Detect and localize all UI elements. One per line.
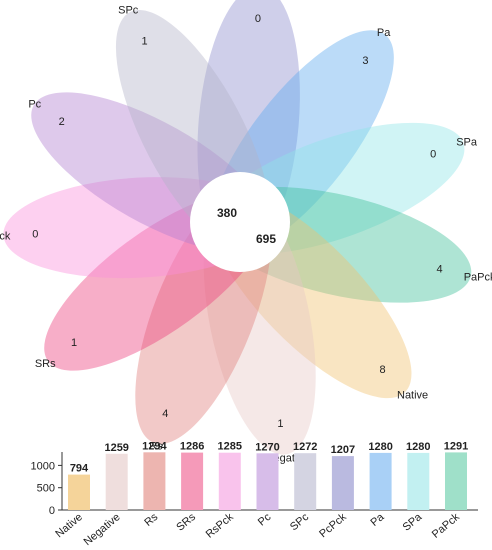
bar-value-pc: 1270 bbox=[255, 441, 279, 453]
bar-value-spa: 1280 bbox=[406, 441, 430, 453]
bar-value-pcpck: 1207 bbox=[331, 444, 355, 456]
bar-value-srs: 1286 bbox=[180, 441, 204, 453]
petal-unique-count-rs: 4 bbox=[162, 408, 168, 420]
core-all-shared-count: 380 bbox=[217, 206, 237, 220]
bar-category-rspck: RsPck bbox=[204, 511, 236, 541]
bar-pa bbox=[369, 452, 392, 510]
bar-value-negative: 1259 bbox=[104, 442, 128, 454]
bar-category-pcpck: PcPck bbox=[317, 511, 349, 541]
bar-spc bbox=[294, 453, 317, 510]
petal-unique-count-native: 8 bbox=[380, 364, 386, 376]
bar-value-spc: 1272 bbox=[293, 441, 317, 453]
bar-category-pa: Pa bbox=[368, 511, 387, 529]
petal-label-spa: SPa bbox=[456, 137, 478, 149]
petal-unique-count-pc: 2 bbox=[59, 116, 65, 128]
bar-category-papck: PaPck bbox=[430, 511, 462, 541]
petal-unique-count-spc: 1 bbox=[142, 36, 148, 48]
bar-category-rs: Rs bbox=[142, 511, 160, 529]
petal-unique-count-rspck: 0 bbox=[32, 228, 38, 240]
petal-unique-count-pa: 3 bbox=[362, 55, 368, 67]
petal-label-rspck: RsPck bbox=[0, 230, 11, 242]
core-crescent-count: 695 bbox=[256, 232, 276, 246]
y-tick-label: 500 bbox=[37, 483, 55, 495]
petal-label-pc: Pc bbox=[28, 99, 41, 111]
petal-label-spc: SPc bbox=[118, 5, 139, 17]
bar-native bbox=[68, 474, 90, 510]
petal-unique-count-negative: 1 bbox=[277, 418, 283, 430]
bar-category-srs: SRs bbox=[174, 511, 198, 534]
petal-label-papck: PaPck bbox=[464, 272, 492, 284]
bar-category-negative: Negative bbox=[82, 511, 123, 548]
bar-rs bbox=[143, 452, 166, 510]
bar-pcpck bbox=[331, 456, 354, 510]
bar-category-native: Native bbox=[53, 511, 85, 540]
bar-value-papck: 1291 bbox=[444, 440, 468, 452]
bar-pc bbox=[256, 453, 279, 510]
bar-spa bbox=[407, 452, 430, 510]
petal-label-rs: Rs bbox=[149, 441, 163, 453]
flower-core: 380 695 bbox=[190, 172, 290, 272]
petal-unique-count-papck: 4 bbox=[437, 264, 443, 276]
bar-papck bbox=[445, 452, 467, 510]
y-tick-label: 1000 bbox=[31, 460, 55, 472]
core-shared-circle bbox=[190, 172, 290, 272]
y-tick-label: 0 bbox=[49, 505, 55, 517]
bar-value-rspck: 1285 bbox=[218, 441, 242, 453]
petal-label-native: Native bbox=[397, 389, 428, 401]
petal-label-pa: Pa bbox=[377, 27, 391, 39]
bar-value-rs: 1294 bbox=[142, 440, 167, 452]
petal-unique-count-srs: 1 bbox=[71, 337, 77, 349]
bar-value-native: 794 bbox=[70, 463, 89, 475]
bar-category-spc: SPc bbox=[288, 511, 312, 533]
bar-srs bbox=[181, 452, 204, 510]
bar-category-pc: Pc bbox=[256, 511, 274, 529]
petal-unique-count-pcpck: 0 bbox=[255, 13, 261, 25]
petal-label-srs: SRs bbox=[35, 358, 56, 370]
bar-category-spa: SPa bbox=[401, 511, 425, 534]
bar-rspck bbox=[218, 452, 241, 510]
bar-value-pa: 1280 bbox=[368, 441, 392, 453]
bar-negative bbox=[105, 453, 128, 510]
petal-unique-count-spa: 0 bbox=[430, 148, 436, 160]
